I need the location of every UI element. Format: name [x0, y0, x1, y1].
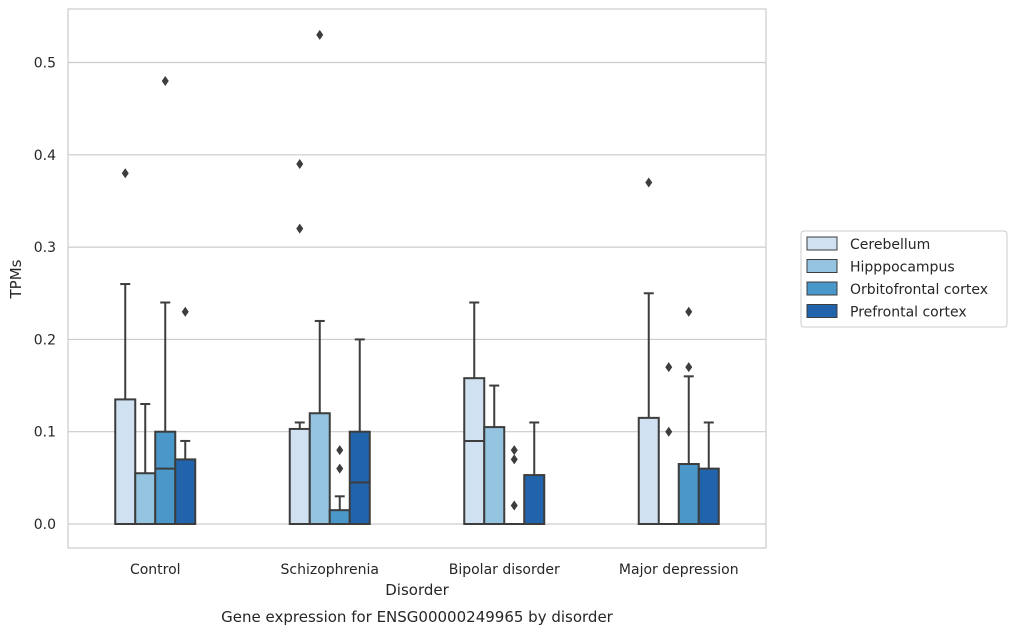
outlier-point: [336, 445, 344, 456]
box-hipppocampus: [308, 29, 331, 526]
outlier-point: [665, 362, 673, 373]
x-tick-label: Control: [130, 562, 181, 578]
outlier-point: [121, 168, 129, 179]
legend: Cerebellum Hipppocampus Orbitofrontal cort…: [800, 230, 1008, 328]
box-body: [134, 472, 157, 526]
outlier-point: [181, 306, 189, 317]
legend-label: Cerebellum: [850, 237, 930, 253]
legend-label: Prefrontal cortex: [850, 305, 967, 321]
legend-swatch: [806, 259, 838, 273]
box-cerebellum: [114, 168, 137, 526]
outlier-point: [296, 223, 304, 234]
box-cerebellum: [637, 177, 660, 526]
box-prefrontal-cortex: [697, 421, 720, 526]
x-axis-ticks: Control Schizophrenia Bipolar disorder Majo…: [130, 562, 739, 578]
x-tick-label: Bipolar disorder: [449, 562, 560, 578]
box-prefrontal-cortex: [174, 306, 197, 526]
outlier-point: [665, 426, 673, 437]
legend-label: Hipppocampus: [850, 260, 955, 276]
y-tick-label: 0.2: [34, 332, 56, 348]
box-orbitofrontal-cortex: [328, 445, 351, 526]
x-tick-label: Schizophrenia: [281, 562, 379, 578]
box-body: [174, 458, 197, 526]
box-prefrontal-cortex: [348, 338, 371, 526]
plot-area-frame: [67, 8, 767, 549]
box-hipppocampus: [657, 362, 680, 526]
outlier-point: [685, 306, 693, 317]
box-cerebellum: [288, 159, 311, 526]
box-hipppocampus: [134, 403, 157, 526]
legend-swatch: [806, 281, 838, 296]
legend-swatch: [806, 236, 838, 251]
box-body: [637, 416, 660, 526]
box-body: [114, 398, 137, 526]
y-tick-label: 0.3: [34, 240, 56, 256]
outlier-point: [336, 463, 344, 474]
y-axis-label: TPMs: [7, 259, 25, 299]
box-prefrontal-cortex: [523, 421, 546, 526]
box-body: [697, 467, 720, 526]
outlier-point: [296, 159, 304, 170]
y-tick-label: 0.0: [34, 517, 56, 533]
box-body: [308, 412, 331, 526]
legend-label: Orbitofrontal cortex: [850, 282, 988, 298]
box-cerebellum: [463, 301, 486, 526]
y-tick-label: 0.1: [34, 425, 56, 441]
legend-frame: [800, 230, 1008, 328]
box-hipppocampus: [483, 384, 506, 526]
box-orbitofrontal-cortex: [154, 75, 177, 526]
boxes: [114, 29, 720, 526]
box-body: [523, 474, 546, 526]
box-orbitofrontal-cortex: [677, 306, 700, 526]
chart-caption: Gene expression for ENSG00000249965 by d…: [221, 608, 614, 626]
outlier-point: [510, 454, 518, 465]
outlier-point: [510, 500, 518, 511]
legend-swatch: [806, 304, 838, 318]
outlier-point: [316, 29, 324, 40]
outlier-point: [161, 75, 169, 86]
x-tick-label: Major depression: [619, 562, 739, 578]
box-body: [288, 427, 311, 526]
box-body: [463, 377, 486, 526]
outlier-point: [685, 362, 693, 373]
y-tick-label: 0.4: [34, 148, 56, 164]
outlier-point: [510, 445, 518, 456]
box-body: [348, 430, 371, 526]
y-axis-ticks: 0.0 0.1 0.2 0.3 0.4 0.5: [34, 56, 56, 533]
box-body: [328, 509, 351, 526]
box-body: [154, 430, 177, 526]
outlier-point: [645, 177, 653, 188]
box-body: [677, 463, 700, 526]
box-orbitofrontal-cortex: [503, 445, 526, 526]
box-body: [483, 426, 506, 526]
x-axis-label: Disorder: [385, 581, 449, 599]
y-tick-label: 0.5: [34, 56, 56, 72]
